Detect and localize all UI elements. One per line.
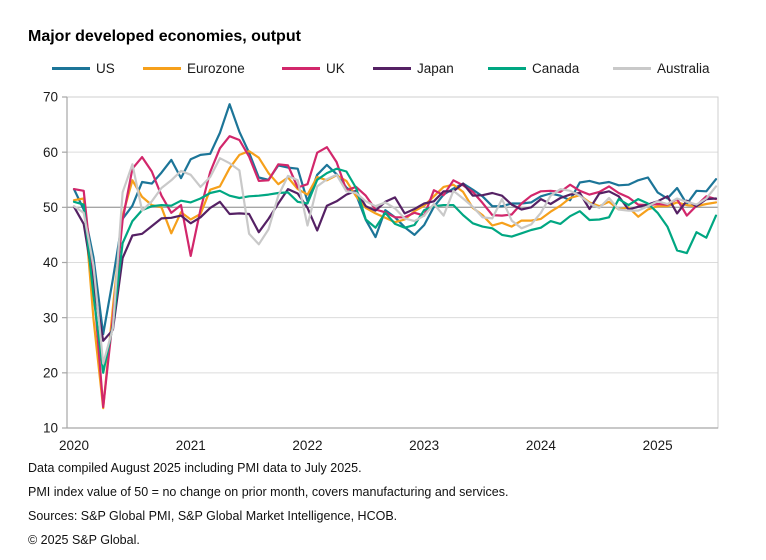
footnote-pmi-definition: PMI index value of 50 = no change on pri… bbox=[28, 485, 509, 499]
legend-label: US bbox=[96, 60, 115, 76]
y-tick-label: 50 bbox=[43, 200, 58, 215]
footnote-sources: Sources: S&P Global PMI, S&P Global Mark… bbox=[28, 509, 398, 523]
x-tick-label-2025: 2025 bbox=[643, 438, 673, 453]
legend-label: Eurozone bbox=[187, 60, 245, 76]
series-line-canada bbox=[72, 167, 718, 374]
canada-line-swatch-icon bbox=[488, 66, 526, 70]
y-tick-label: 10 bbox=[43, 421, 58, 436]
y-tick-label: 70 bbox=[43, 90, 58, 105]
series-australia bbox=[72, 157, 718, 365]
y-tick-label: 30 bbox=[43, 310, 58, 325]
footnote-data-compiled: Data compiled August 2025 including PMI … bbox=[28, 461, 362, 475]
uk-line-swatch-icon bbox=[282, 66, 320, 70]
series-line-eurozone bbox=[72, 150, 718, 410]
legend-item-japan: Japan bbox=[373, 60, 454, 76]
series-canada bbox=[72, 167, 718, 374]
legend-label: Japan bbox=[417, 60, 454, 76]
series-line-uk bbox=[72, 135, 718, 409]
y-tick-label: 40 bbox=[43, 255, 58, 270]
footnotes: Data compiled August 2025 including PMI … bbox=[28, 456, 748, 552]
series-japan bbox=[72, 182, 718, 342]
legend-item-us: US bbox=[52, 60, 115, 76]
japan-line-swatch-icon bbox=[373, 66, 411, 70]
australia-line-swatch-icon bbox=[613, 66, 651, 70]
legend-label: Australia bbox=[657, 60, 710, 76]
page-title: Major developed economies, output bbox=[28, 28, 301, 45]
chart-legend: US Eurozone UK Japan Canada Australia bbox=[0, 60, 766, 78]
us-line-swatch-icon bbox=[52, 66, 90, 70]
series-line-australia bbox=[72, 157, 718, 365]
y-tick-label: 60 bbox=[43, 145, 58, 160]
x-tick-label-2023: 2023 bbox=[409, 438, 439, 453]
series-us bbox=[72, 103, 718, 336]
legend-item-canada: Canada bbox=[488, 60, 579, 76]
axes: 10 20 30 40 50 60 70 2020 2021 2022 2023 2024 2025 bbox=[43, 90, 719, 453]
legend-item-eurozone: Eurozone bbox=[143, 60, 245, 76]
series-uk bbox=[72, 135, 718, 409]
legend-item-australia: Australia bbox=[613, 60, 710, 76]
series-line-japan bbox=[72, 182, 718, 342]
x-tick-label-2020: 2020 bbox=[59, 438, 89, 453]
x-tick-label-2021: 2021 bbox=[176, 438, 206, 453]
y-tick-label: 20 bbox=[43, 365, 58, 380]
legend-label: Canada bbox=[532, 60, 580, 76]
eurozone-line-swatch-icon bbox=[143, 66, 181, 70]
series-eurozone bbox=[72, 150, 718, 410]
footnote-copyright: © 2025 S&P Global. bbox=[28, 533, 140, 547]
y-gridlines bbox=[67, 96, 718, 429]
legend-label: UK bbox=[326, 60, 345, 76]
series-line-us bbox=[72, 103, 718, 336]
legend-item-uk: UK bbox=[282, 60, 345, 76]
x-tick-label-2022: 2022 bbox=[292, 438, 322, 453]
x-tick-label-2024: 2024 bbox=[526, 438, 557, 453]
